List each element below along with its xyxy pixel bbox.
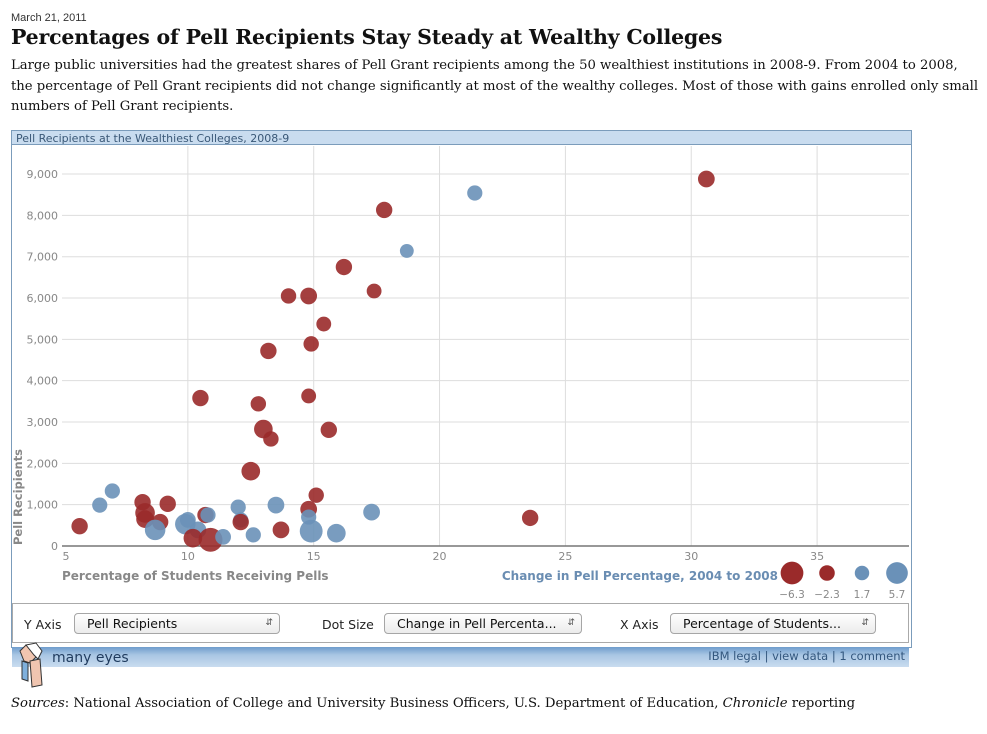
data-point[interactable] <box>272 521 290 539</box>
data-point[interactable] <box>263 431 279 447</box>
sources-text: : National Association of College and Un… <box>64 696 723 711</box>
dot-size-select-value: Change in Pell Percenta... <box>397 616 557 631</box>
data-point[interactable] <box>335 258 353 276</box>
size-legend-label: −6.3 <box>779 589 805 601</box>
x-axis-select[interactable]: Percentage of Students... ⇵ <box>670 613 876 634</box>
data-point[interactable] <box>250 396 267 412</box>
data-point[interactable] <box>230 499 246 515</box>
sources-tail: reporting <box>787 696 856 711</box>
data-point[interactable] <box>300 287 318 305</box>
updown-arrow-icon: ⇵ <box>861 618 869 628</box>
y-tick-label: 8,000 <box>27 209 59 222</box>
publication-date: March 21, 2011 <box>11 12 87 24</box>
x-tick-label: 25 <box>558 550 572 563</box>
y-tick-label: 0 <box>51 540 58 553</box>
y-axis-title: Pell Recipients <box>11 449 25 545</box>
many-eyes-logo-icon <box>19 642 43 688</box>
data-point[interactable] <box>399 243 414 258</box>
data-point[interactable] <box>232 513 249 531</box>
ibm-legal-link[interactable]: IBM legal <box>708 649 761 663</box>
data-point[interactable] <box>366 283 382 299</box>
dot-size-select[interactable]: Change in Pell Percenta... ⇵ <box>384 613 582 634</box>
data-point[interactable] <box>183 528 203 548</box>
data-point[interactable] <box>521 509 539 527</box>
y-tick-label: 3,000 <box>27 416 59 429</box>
comment-link[interactable]: 1 comment <box>839 649 905 663</box>
x-tick-label: 35 <box>810 550 824 563</box>
data-point[interactable] <box>241 461 261 481</box>
x-tick-label: 30 <box>684 550 698 563</box>
chart-title: Pell Recipients at the Wealthiest Colleg… <box>12 130 911 145</box>
data-point[interactable] <box>320 421 337 439</box>
data-point[interactable] <box>159 495 176 513</box>
data-point[interactable] <box>308 487 324 503</box>
x-axis-title: Percentage of Students Receiving Pells <box>62 569 329 583</box>
x-tick-label: 15 <box>307 550 321 563</box>
data-point[interactable] <box>215 529 231 545</box>
size-legend-label: 1.7 <box>854 589 871 601</box>
data-point[interactable] <box>267 496 285 514</box>
view-data-link[interactable]: view data <box>772 649 829 663</box>
dek-paragraph: Large public universities had the greate… <box>11 58 979 114</box>
data-point[interactable] <box>327 523 346 543</box>
size-legend-dot <box>819 565 835 581</box>
y-tick-label: 5,000 <box>27 333 59 346</box>
link-separator: | <box>828 649 840 663</box>
data-point[interactable] <box>192 389 209 407</box>
data-point[interactable] <box>71 517 88 535</box>
size-legend-label: −2.3 <box>814 589 840 601</box>
data-point[interactable] <box>260 342 277 360</box>
y-tick-label: 2,000 <box>27 457 59 470</box>
y-tick-label: 6,000 <box>27 292 59 305</box>
y-axis-label: Y Axis <box>24 617 62 632</box>
updown-arrow-icon: ⇵ <box>567 618 575 628</box>
y-tick-label: 9,000 <box>27 168 59 181</box>
chart-widget: Pell Recipients at the Wealthiest Colleg… <box>11 130 912 648</box>
x-axis-select-value: Percentage of Students... <box>683 616 841 631</box>
data-point[interactable] <box>299 519 323 543</box>
data-point[interactable] <box>375 201 393 219</box>
x-tick-label: 5 <box>63 550 70 563</box>
sources-line: Sources: National Association of College… <box>11 696 855 711</box>
y-tick-label: 4,000 <box>27 375 59 388</box>
y-tick-label: 7,000 <box>27 251 59 264</box>
size-legend-dot <box>780 561 804 585</box>
data-point[interactable] <box>144 519 166 541</box>
dot-size-label: Dot Size <box>322 617 374 632</box>
y-axis-select[interactable]: Pell Recipients ⇵ <box>74 613 280 634</box>
updown-arrow-icon: ⇵ <box>265 618 273 628</box>
y-axis-select-value: Pell Recipients <box>87 616 178 631</box>
sources-label: Sources <box>11 696 65 711</box>
size-legend-dot <box>886 562 908 584</box>
many-eyes-brand[interactable]: many eyes <box>52 650 129 666</box>
sources-italic: Chronicle <box>722 696 788 711</box>
data-point[interactable] <box>200 507 216 523</box>
x-tick-label: 20 <box>433 550 447 563</box>
y-tick-label: 1,000 <box>27 499 59 512</box>
axis-controls: Y Axis Pell Recipients ⇵ Dot Size Change… <box>12 603 909 643</box>
size-legend-label: 5.7 <box>889 589 906 601</box>
data-point[interactable] <box>92 497 108 513</box>
data-point[interactable] <box>301 388 317 404</box>
data-point[interactable] <box>467 185 483 201</box>
data-point[interactable] <box>316 316 332 332</box>
widget-footer: many eyes IBM legal | view data | 1 comm… <box>12 647 909 667</box>
x-tick-label: 10 <box>181 550 195 563</box>
headline: Percentages of Pell Recipients Stay Stea… <box>11 25 723 49</box>
size-legend-title: Change in Pell Percentage, 2004 to 2008 <box>502 569 778 583</box>
size-legend-dot <box>854 565 870 581</box>
x-axis-label: X Axis <box>620 617 659 632</box>
data-point[interactable] <box>363 503 380 521</box>
footer-links: IBM legal | view data | 1 comment <box>708 649 905 663</box>
data-point[interactable] <box>245 527 261 543</box>
link-separator: | <box>760 649 773 663</box>
data-point[interactable] <box>280 288 297 304</box>
data-point[interactable] <box>303 336 319 352</box>
data-point[interactable] <box>104 483 120 499</box>
data-point[interactable] <box>697 170 715 188</box>
